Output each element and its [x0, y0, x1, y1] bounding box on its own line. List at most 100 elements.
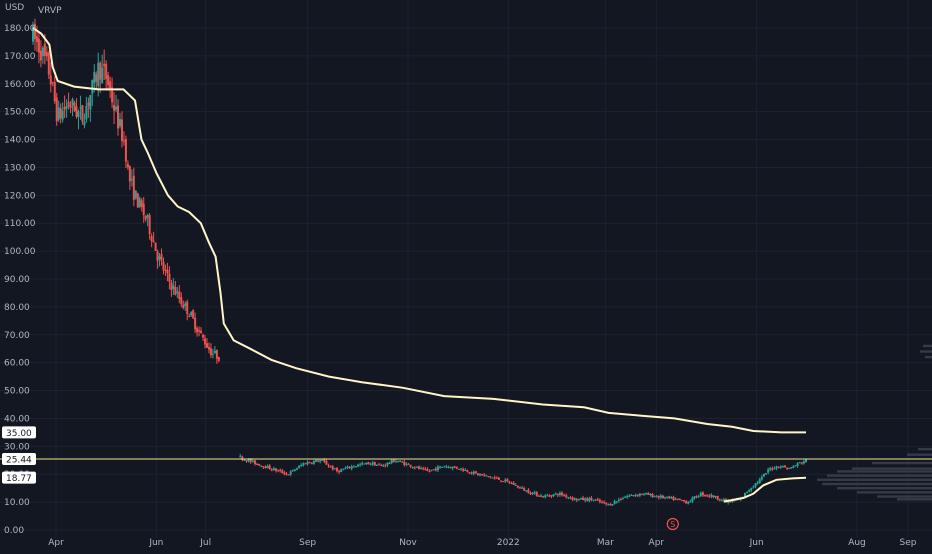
candle-body — [281, 470, 284, 473]
candle-body — [411, 467, 414, 469]
candle-body — [554, 493, 557, 495]
candle-body — [407, 463, 410, 465]
candle-body — [746, 492, 749, 494]
candle-body — [577, 498, 580, 501]
candle-body — [493, 477, 496, 479]
candle-body — [384, 465, 387, 467]
candle-body — [453, 466, 456, 468]
candle-body — [270, 469, 273, 471]
candle-body — [365, 462, 368, 465]
y-tick-label: 130.00 — [4, 163, 36, 173]
candle-body — [678, 498, 681, 500]
candle-body — [802, 461, 805, 464]
candle-body — [291, 469, 294, 471]
candle-body — [497, 477, 500, 480]
candle-body — [130, 179, 133, 181]
y-tick-label: 90.00 — [4, 275, 30, 285]
candle-body — [47, 53, 50, 75]
candle-body — [518, 487, 521, 489]
volume-profile-bar — [923, 344, 932, 348]
candle-body — [396, 461, 399, 463]
candle-body — [729, 501, 732, 503]
candle-body — [584, 498, 587, 501]
currency-label: USD — [5, 3, 24, 13]
candle-body — [422, 468, 425, 470]
price-badge-label: 25.44 — [6, 456, 32, 466]
candle-body — [487, 475, 490, 477]
candle-body — [689, 501, 692, 503]
candle-body — [716, 495, 719, 500]
candle-body — [390, 459, 393, 464]
volume-profile-bar — [852, 467, 932, 470]
candle-body — [359, 464, 362, 466]
candle-body — [43, 43, 46, 56]
candle-body — [306, 462, 309, 465]
event-markers[interactable]: S — [666, 517, 679, 531]
candle-body — [607, 504, 610, 506]
candle-body — [327, 465, 330, 467]
volume-profile-bar — [920, 350, 932, 353]
candle-body — [172, 285, 175, 289]
candle-body — [122, 140, 125, 142]
candle-body — [79, 107, 82, 109]
candle-body — [704, 495, 707, 497]
candle-body — [204, 338, 207, 345]
x-tick-label: 2022 — [497, 538, 520, 548]
candle-body — [796, 463, 799, 466]
candle-body — [775, 466, 778, 469]
volume-profile-bar — [877, 495, 932, 498]
vwap-line — [723, 476, 807, 503]
candle-body — [699, 492, 702, 496]
candle-body — [239, 456, 242, 458]
candle-body — [338, 470, 341, 473]
candle-body — [394, 461, 397, 463]
volume-profile-bar — [817, 478, 932, 481]
candle-body — [708, 495, 711, 497]
candle-body — [55, 97, 58, 122]
candle-body — [539, 495, 542, 497]
candle-body — [790, 467, 793, 469]
y-tick-label: 30.00 — [4, 442, 30, 452]
candle-body — [758, 479, 761, 483]
candle-body — [329, 465, 332, 467]
candle-body — [198, 330, 201, 332]
candle-body — [674, 498, 677, 500]
candle-body — [622, 498, 625, 500]
candle-body — [140, 200, 143, 207]
candle-body — [207, 346, 210, 350]
candle-body — [466, 470, 469, 472]
candle-body — [468, 472, 471, 474]
candle-body — [628, 495, 631, 497]
candle-body — [561, 492, 564, 496]
candle-body — [162, 261, 165, 271]
candles[interactable] — [32, 18, 807, 506]
indicator-label[interactable]: VRVP — [38, 6, 62, 16]
candle-body — [35, 36, 38, 43]
x-axis[interactable]: Apr Jun Jul Sep Nov 2022 Mar Apr Jun Aug Sep — [48, 538, 916, 548]
y-axis[interactable]: 0.0010.0020.0030.0040.0050.0060.0070.008… — [4, 24, 36, 536]
candle-body — [502, 481, 505, 483]
candle-body — [664, 497, 667, 499]
y-tick-label: 0.00 — [4, 526, 24, 536]
candle-body — [462, 468, 465, 471]
candle-body — [209, 348, 212, 356]
candle-body — [733, 500, 736, 502]
candle-body — [451, 466, 454, 469]
candle-body — [567, 497, 570, 499]
candle-body — [748, 489, 751, 492]
candle-body — [670, 497, 673, 499]
candle-body — [701, 492, 704, 496]
candle-body — [150, 236, 153, 242]
candle-body — [342, 469, 345, 471]
candle-body — [640, 493, 643, 495]
y-tick-label: 40.00 — [4, 414, 30, 424]
candle-body — [445, 466, 448, 468]
candle-body — [418, 466, 421, 469]
candle-body — [256, 463, 259, 465]
candle-body — [156, 251, 159, 261]
candle-body — [500, 480, 503, 482]
candle-body — [245, 460, 248, 462]
candle-body — [335, 468, 338, 472]
